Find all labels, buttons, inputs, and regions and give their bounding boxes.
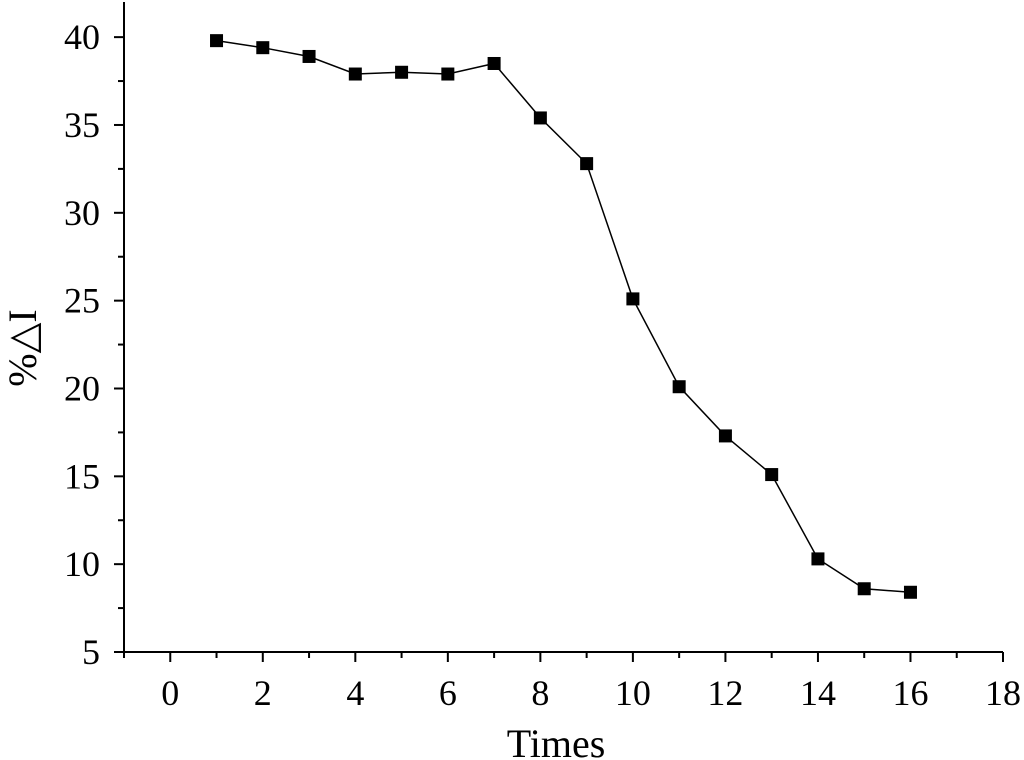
y-tick-label: 20	[64, 368, 100, 408]
data-series	[210, 34, 917, 599]
data-point	[580, 157, 594, 171]
data-point	[533, 111, 547, 125]
data-point	[302, 49, 316, 63]
data-point	[765, 468, 779, 482]
x-tick-label: 16	[892, 673, 928, 713]
tick-marks	[114, 36, 1004, 662]
series-line	[216, 39, 911, 594]
data-point	[672, 380, 686, 394]
data-point	[857, 582, 871, 596]
data-point	[395, 65, 409, 79]
y-tick-label: 15	[64, 456, 100, 496]
y-tick-label: 30	[64, 193, 100, 233]
data-point	[348, 67, 362, 81]
y-tick-label: 35	[64, 105, 100, 145]
data-point	[718, 429, 732, 443]
data-point	[487, 56, 501, 70]
x-tick-label: 10	[615, 673, 651, 713]
y-axis-title: %△I	[0, 309, 45, 386]
data-point	[626, 292, 640, 306]
x-tick-label: 18	[985, 673, 1021, 713]
x-tick-label: 14	[800, 673, 836, 713]
x-tick-label: 4	[346, 673, 364, 713]
y-tick-label: 10	[64, 544, 100, 584]
x-tick-label: 0	[161, 673, 179, 713]
data-point	[210, 34, 224, 48]
y-tick-label: 25	[64, 281, 100, 321]
data-point	[441, 67, 455, 81]
data-point	[903, 585, 917, 599]
y-tick-label: 40	[64, 17, 100, 57]
y-tick-label: 5	[82, 632, 100, 672]
x-axis-title: Times	[507, 721, 606, 760]
axes	[123, 2, 1003, 653]
x-tick-label: 12	[707, 673, 743, 713]
x-tick-label: 6	[439, 673, 457, 713]
data-point	[811, 552, 825, 566]
tick-labels: 0 2 4 6 8 10 12 14 16 18 5 10 15 20 25 30 35 40	[64, 17, 1021, 713]
x-tick-label: 8	[531, 673, 549, 713]
data-point	[256, 41, 270, 55]
x-tick-label: 2	[254, 673, 272, 713]
